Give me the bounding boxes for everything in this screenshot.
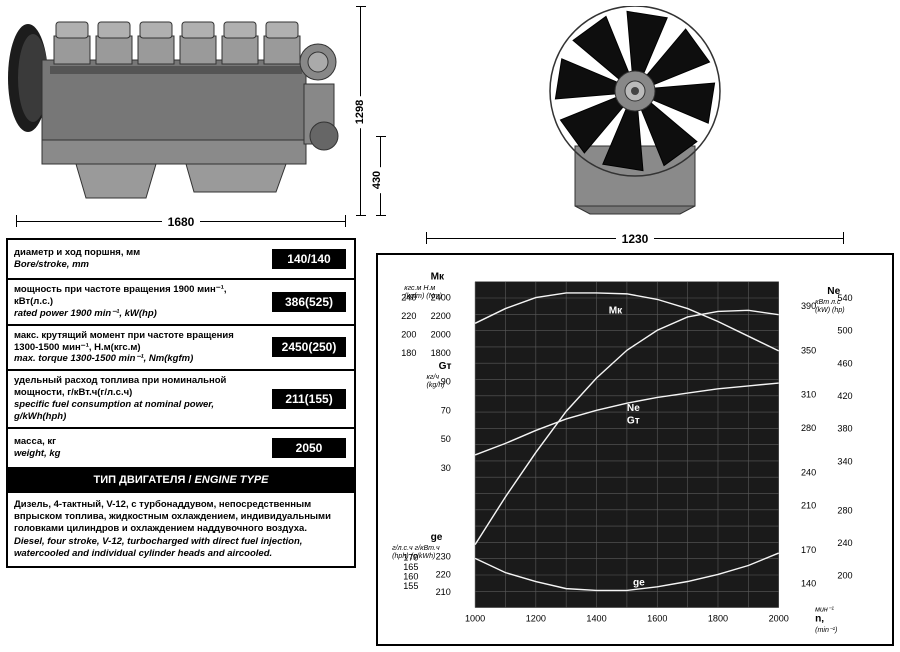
- svg-text:460: 460: [837, 358, 852, 368]
- right-column: 1298 430 1230: [376, 6, 894, 646]
- svg-text:420: 420: [837, 391, 852, 401]
- performance-chart: 1000 1200 1400 1600 1800 2000 n,мин⁻¹ (min⁻¹) Mк…: [376, 253, 894, 646]
- spec-value: 2450(250): [272, 337, 346, 357]
- svg-text:165: 165: [403, 562, 418, 572]
- page: 1680 диаметр и ход поршня, ммBore/stroke…: [0, 0, 900, 652]
- svg-text:gе: gе: [431, 531, 443, 542]
- svg-text:2400: 2400: [431, 292, 451, 302]
- svg-text:280: 280: [837, 505, 852, 515]
- svg-text:170: 170: [801, 545, 816, 555]
- svg-text:1000: 1000: [465, 613, 485, 623]
- svg-text:350: 350: [801, 345, 816, 355]
- spec-row: удельный расход топлива при номинальной …: [8, 371, 354, 429]
- svg-text:240: 240: [801, 467, 816, 477]
- dim-length-label: 1680: [162, 215, 201, 229]
- svg-text:50: 50: [441, 434, 451, 444]
- svg-text:Mк: Mк: [431, 271, 445, 282]
- engine-front-view: 1298 430: [376, 6, 894, 225]
- svg-text:2000: 2000: [431, 329, 451, 339]
- svg-text:210: 210: [801, 500, 816, 510]
- svg-text:1600: 1600: [647, 613, 667, 623]
- svg-text:140: 140: [801, 578, 816, 588]
- svg-text:(kW) (hp): (kW) (hp): [815, 306, 845, 314]
- svg-text:170: 170: [403, 552, 418, 562]
- dim-width: 1230: [416, 229, 854, 248]
- svg-text:220: 220: [401, 311, 416, 321]
- svg-text:240: 240: [401, 292, 416, 302]
- fan-svg: [515, 6, 755, 216]
- svg-text:1800: 1800: [431, 347, 451, 357]
- svg-text:Gт: Gт: [627, 415, 640, 426]
- spec-value: 211(155): [272, 389, 346, 409]
- svg-text:240: 240: [837, 538, 852, 548]
- spec-row: масса, кгweight, kg 2050: [8, 429, 354, 469]
- svg-text:160: 160: [403, 571, 418, 581]
- engine-type-header: ТИП ДВИГАТЕЛЯ / ENGINE TYPE: [8, 469, 354, 493]
- svg-text:1800: 1800: [708, 613, 728, 623]
- svg-text:540: 540: [837, 293, 852, 303]
- spec-value-cell: 211(155): [264, 371, 354, 427]
- engine-side-view: [6, 6, 346, 206]
- svg-text:500: 500: [837, 325, 852, 335]
- svg-text:210: 210: [436, 587, 451, 597]
- dim-width-label: 1230: [616, 232, 655, 246]
- dim-height-lower: 430: [371, 167, 383, 193]
- svg-text:Mк: Mк: [609, 305, 623, 316]
- spec-label: диаметр и ход поршня, ммBore/stroke, mm: [8, 240, 264, 278]
- svg-text:2200: 2200: [431, 311, 451, 321]
- svg-text:90: 90: [441, 376, 451, 386]
- spec-table: диаметр и ход поршня, ммBore/stroke, mm 1…: [6, 238, 356, 568]
- spec-label: масса, кгweight, kg: [8, 429, 264, 467]
- svg-text:кг/ч: кг/ч: [427, 373, 440, 381]
- left-column: 1680 диаметр и ход поршня, ммBore/stroke…: [6, 6, 356, 646]
- spec-label: макс. крутящий момент при частоте вращен…: [8, 326, 264, 370]
- dim-length: 1680: [6, 212, 356, 232]
- spec-row: макс. крутящий момент при частоте вращен…: [8, 326, 354, 372]
- svg-text:30: 30: [441, 462, 451, 472]
- svg-text:155: 155: [403, 581, 418, 591]
- engine-type-body: Дизель, 4-тактный, V-12, с турбонаддувом…: [8, 493, 354, 569]
- spec-row: диаметр и ход поршня, ммBore/stroke, mm 1…: [8, 240, 354, 280]
- svg-text:310: 310: [801, 389, 816, 399]
- svg-text:Gт: Gт: [439, 360, 452, 371]
- engine-side-svg: [6, 6, 346, 206]
- spec-value-cell: 140/140: [264, 240, 354, 278]
- svg-text:gе: gе: [633, 577, 645, 588]
- svg-text:1400: 1400: [586, 613, 606, 623]
- svg-text:200: 200: [401, 329, 416, 339]
- svg-text:230: 230: [436, 551, 451, 561]
- vertical-dims: 1298 430: [360, 6, 390, 225]
- svg-text:200: 200: [837, 570, 852, 580]
- svg-text:г/л.с.ч г/кВт.ч: г/л.с.ч г/кВт.ч: [392, 544, 440, 552]
- chart-svg: 1000 1200 1400 1600 1800 2000 n,мин⁻¹ (min⁻¹) Mк…: [382, 261, 888, 640]
- svg-text:кгс.м Н.м: кгс.м Н.м: [404, 283, 435, 291]
- svg-text:Ne: Ne: [627, 402, 640, 413]
- svg-text:380: 380: [837, 423, 852, 433]
- svg-text:180: 180: [401, 347, 416, 357]
- svg-text:n,: n,: [815, 613, 824, 624]
- svg-text:280: 280: [801, 423, 816, 433]
- svg-text:1200: 1200: [526, 613, 546, 623]
- spec-value: 386(525): [272, 292, 346, 312]
- svg-text:390: 390: [801, 300, 816, 310]
- svg-text:340: 340: [837, 456, 852, 466]
- spec-value-cell: 386(525): [264, 280, 354, 324]
- spec-label: удельный расход топлива при номинальной …: [8, 371, 264, 427]
- dim-height-total: 1298: [354, 96, 366, 128]
- spec-value-cell: 2450(250): [264, 326, 354, 370]
- svg-text:220: 220: [436, 569, 451, 579]
- svg-text:2000: 2000: [769, 613, 789, 623]
- svg-text:(min⁻¹): (min⁻¹): [815, 625, 837, 633]
- spec-value: 2050: [272, 438, 346, 458]
- spec-row: мощность при частоте вращения 1900 мин⁻¹…: [8, 280, 354, 326]
- spec-value-cell: 2050: [264, 429, 354, 467]
- svg-text:мин⁻¹: мин⁻¹: [815, 605, 834, 613]
- spec-value: 140/140: [272, 249, 346, 269]
- svg-text:70: 70: [441, 405, 451, 415]
- spec-label: мощность при частоте вращения 1900 мин⁻¹…: [8, 280, 264, 324]
